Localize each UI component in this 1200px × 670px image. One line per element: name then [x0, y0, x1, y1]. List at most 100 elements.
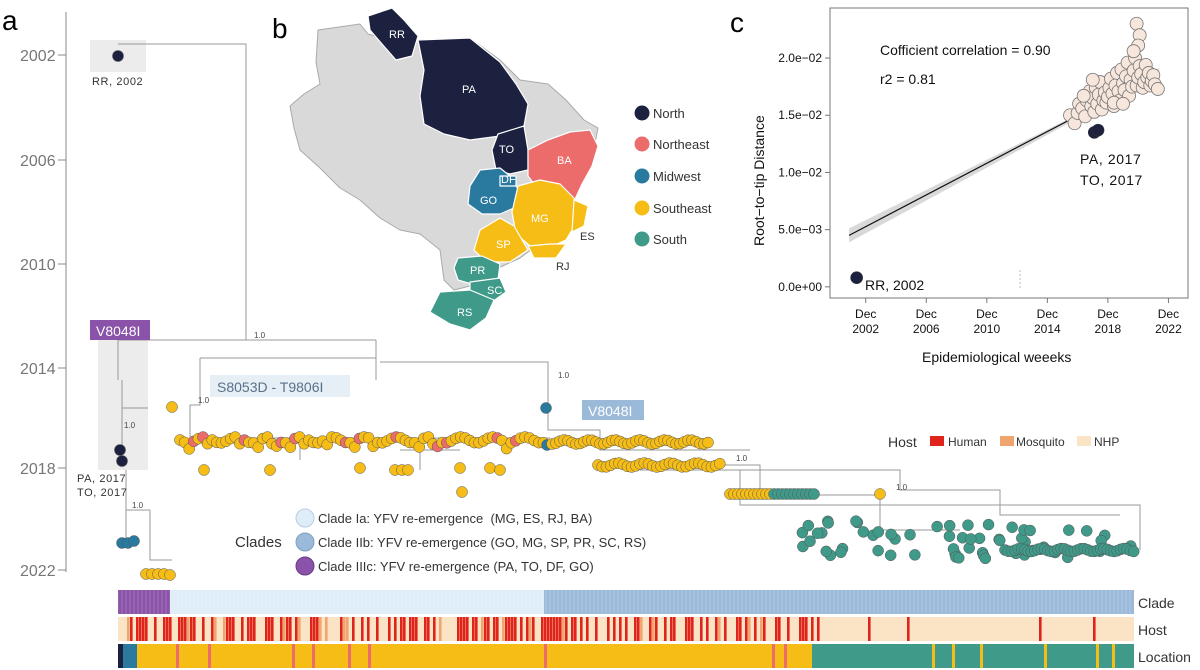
plot-frame	[829, 7, 1189, 299]
map-label-ba: BA	[557, 155, 572, 167]
tree-tip	[128, 535, 140, 547]
host-legend-label-mosquito: Mosquito	[1016, 435, 1065, 449]
track-host-cell	[154, 617, 157, 641]
tree-tip	[494, 464, 506, 476]
tree-tip	[850, 515, 862, 527]
tree-tip	[354, 462, 366, 474]
annotation-tracks	[117, 590, 1134, 668]
track-host-cell	[907, 617, 910, 641]
track-host-cell	[775, 617, 778, 641]
track-host-cell	[325, 617, 328, 641]
tree-tip	[979, 552, 992, 565]
track-host-cell	[736, 617, 739, 641]
y-tick-label: 2.0e−02	[778, 51, 822, 65]
plot-label-to: TO, 2017	[1080, 172, 1143, 188]
tree-tip	[982, 518, 995, 531]
mutation-box-clade1	[210, 375, 350, 397]
track-host-cell	[163, 617, 166, 641]
track-host-cell	[403, 617, 406, 641]
track-host-cell	[565, 617, 568, 641]
tree-tip	[884, 549, 897, 562]
support-clade2-sub: 1.0	[736, 454, 748, 463]
track-location-cell	[176, 644, 179, 668]
x-tick-label-line2: 2010	[973, 322, 1000, 336]
track-host-cell	[559, 617, 562, 641]
tree-tip	[820, 545, 832, 558]
tip-label-pa: PA, 2017	[77, 473, 126, 485]
support-root: 1.0	[254, 331, 266, 340]
tip-pa-2017	[114, 444, 126, 456]
scatter-point	[1085, 72, 1100, 87]
track-location-midwest	[123, 644, 137, 668]
y-tick-label: 0.0e+00	[778, 280, 822, 294]
track-host-cell	[400, 617, 403, 641]
tree-tip	[885, 528, 897, 541]
track-host-cell	[748, 617, 751, 641]
track-host-cell	[547, 617, 550, 641]
track-host-cell	[481, 617, 484, 641]
tree-tip	[402, 464, 414, 476]
track-host-cell	[184, 617, 187, 641]
region-label-north: North	[653, 106, 685, 121]
tree-tip	[1063, 524, 1075, 536]
x-tick-label-line2: 2006	[913, 322, 940, 336]
tree-tip	[872, 544, 884, 557]
tree-tip	[808, 488, 820, 500]
track-host-cell	[229, 617, 232, 641]
track-host-cell	[802, 617, 805, 641]
track-host-cell	[283, 617, 286, 641]
host-legend-swatch-human	[930, 436, 944, 446]
track-host-cell	[142, 617, 145, 641]
scatter-point	[1076, 88, 1091, 103]
clade-legend-swatch-2b	[295, 532, 315, 552]
support-clade3: 1.0	[124, 421, 136, 430]
panel-label-b: b	[272, 13, 288, 44]
track-host-cell	[556, 617, 559, 641]
region-swatch-midwest	[634, 168, 650, 184]
tree-tip	[198, 464, 210, 476]
track-host-cell	[586, 617, 589, 641]
track-host-cell	[715, 617, 718, 641]
track-host-cell	[187, 617, 190, 641]
tree-tip	[872, 526, 885, 538]
panel-a: a 2002 2006 2010 2014 2018 2022	[2, 5, 1191, 668]
track-host-cell	[457, 617, 460, 641]
track-host-cell	[298, 617, 301, 641]
track-host-cell	[799, 617, 802, 641]
track-location-cell	[932, 644, 935, 668]
region-label-northeast: Northeast	[653, 137, 710, 152]
track-host-cell	[202, 617, 205, 641]
map-state-rj	[527, 243, 567, 259]
y-tick-label: 1.5e−02	[778, 108, 822, 122]
clade-legend-swatch-1a	[295, 508, 315, 528]
regression-confidence-band	[849, 67, 1160, 243]
scatter-point	[1116, 96, 1130, 111]
track-host-cell	[340, 617, 343, 641]
y-tick-label: 5.0e−03	[778, 223, 822, 237]
track-host-cell	[352, 617, 355, 641]
tree-tip	[953, 552, 965, 564]
track-host-cell	[439, 617, 442, 641]
region-swatch-southeast	[634, 200, 650, 216]
map-state-rs	[429, 289, 495, 331]
map-label-rr: RR	[389, 29, 405, 41]
track-host-cell	[346, 617, 349, 641]
track-host-cell	[868, 617, 871, 641]
track-host-cell	[685, 617, 688, 641]
map-label-go: GO	[480, 195, 498, 207]
track-host-cell	[424, 617, 427, 641]
tree-tips	[116, 401, 1140, 581]
track-host-cell	[394, 617, 397, 641]
track-host-cell	[265, 617, 268, 641]
map-state-sp	[473, 217, 529, 263]
track-label-location: Location	[1138, 649, 1191, 665]
year-label-2010: 2010	[20, 257, 56, 274]
y-tick-label: 1.0e−02	[778, 165, 822, 179]
track-host-cell	[145, 617, 148, 641]
track-host-cell	[361, 617, 364, 641]
tree-tip	[1080, 525, 1093, 537]
tree-tip	[904, 528, 916, 541]
host-legend-label-human: Human	[948, 435, 987, 449]
tree-tip	[874, 488, 886, 500]
clade-legend-swatch-3c	[295, 556, 315, 576]
